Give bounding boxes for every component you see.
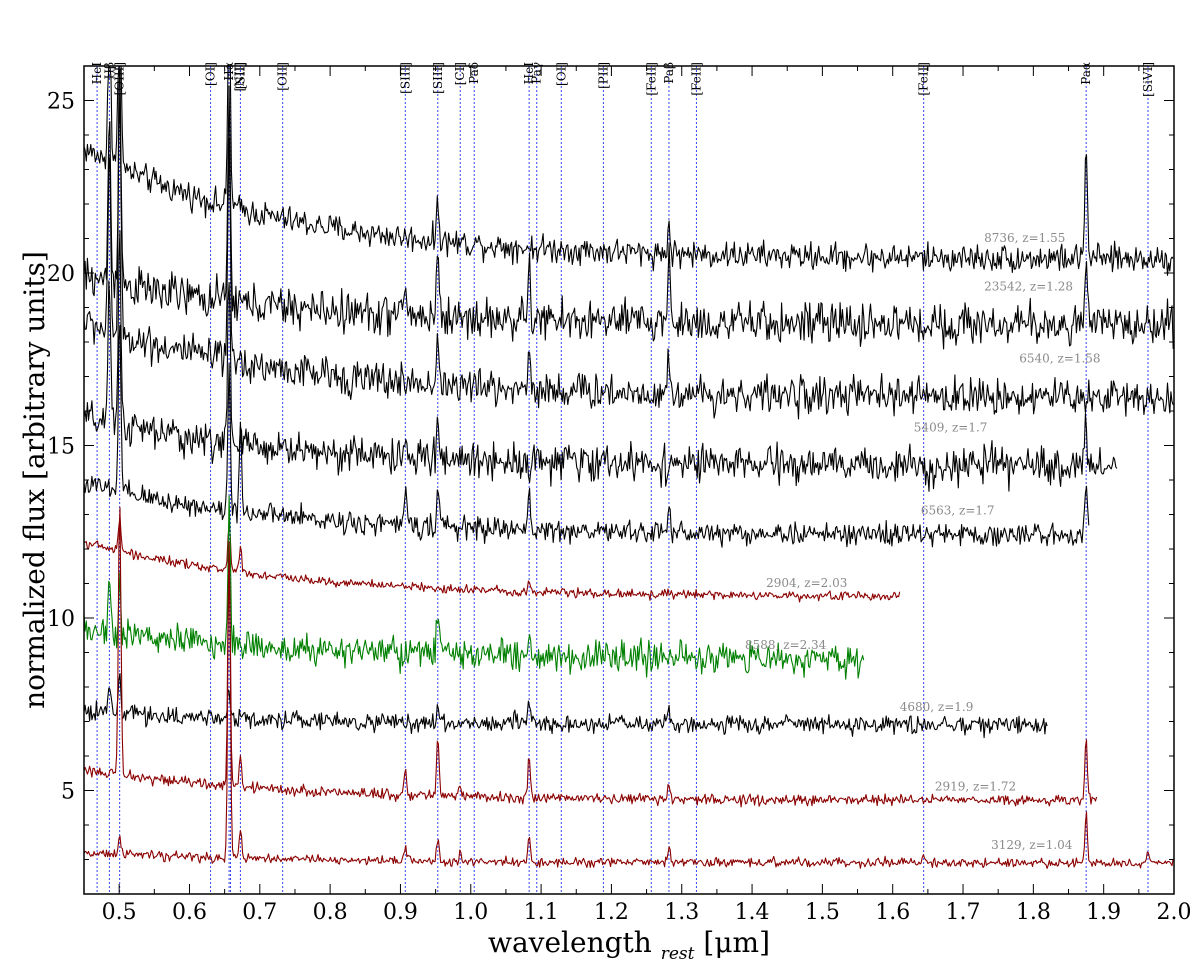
y-tick-label: 10	[47, 607, 75, 632]
emission-line-label: [OI]	[204, 62, 218, 86]
x-tick-label: 1.1	[524, 900, 559, 925]
spectrum-label: 8736, z=1.55	[984, 231, 1065, 245]
x-axis-label: wavelength rest [μm]	[488, 926, 770, 966]
emission-line-label: [SiVI]	[1141, 62, 1155, 97]
spectrum-line	[83, 547, 1174, 869]
x-tick-label: 2.0	[1157, 900, 1192, 925]
spectra-series	[83, 65, 1174, 869]
emission-line-label: [SII]	[233, 62, 247, 89]
x-tick-label: 0.6	[172, 900, 207, 925]
x-tick-label: 1.2	[594, 900, 629, 925]
x-tick-label: 1.8	[1016, 900, 1051, 925]
emission-line-label: [SIII]	[431, 62, 445, 94]
spectrum-line	[83, 65, 1174, 276]
x-tick-label: 1.4	[735, 900, 770, 925]
y-axis-ticks: 5 10 15 20 25	[47, 65, 1174, 895]
emission-line-label: [NII]	[232, 62, 246, 91]
y-tick-label: 25	[47, 90, 75, 115]
x-axis-label-unit: [μm]	[703, 926, 770, 959]
x-axis-ticks: 0.5 0.6 0.7 0.8 0.9 1.0 1.1 1.2 1.3 1.4 1.5 1.6 1.7 1…	[83, 66, 1192, 925]
spectrum-label: 2919, z=1.72	[935, 780, 1016, 794]
spectrum-line	[83, 507, 1098, 808]
spectrum-label: 4680, z=1.9	[900, 700, 974, 714]
emission-line-markers	[96, 66, 1149, 894]
emission-line-label: [SIII]	[398, 62, 412, 94]
spectrum-line	[84, 515, 901, 603]
spectrum-label: 23542, z=1.28	[984, 279, 1073, 293]
spectrum-line	[83, 672, 1048, 739]
x-axis-label-subscript: rest	[661, 944, 695, 964]
emission-line-label: Paα	[1079, 62, 1093, 85]
spectrum-line	[83, 495, 865, 680]
emission-line-label: Paβ	[662, 62, 676, 84]
x-tick-label: 1.3	[664, 900, 699, 925]
y-axis-label: normalized flux [arbitrary units]	[18, 251, 51, 709]
emission-line-label: Paγ	[530, 62, 544, 84]
y-tick-label: 20	[47, 262, 75, 287]
y-tick-label: 15	[47, 435, 75, 460]
spectrum-label: 8588, z=2.34	[745, 638, 827, 652]
emission-line-label: [OII]	[276, 62, 290, 91]
spectrum-line	[83, 68, 1174, 350]
x-tick-label: 1.9	[1086, 900, 1121, 925]
plot-frame	[83, 65, 1175, 895]
emission-line-label: [PII]	[596, 62, 610, 89]
x-tick-label: 0.8	[313, 900, 348, 925]
spectrum-labels: 8736, z=1.55 23542, z=1.28 6540, z=1.58 540…	[745, 231, 1101, 852]
spectrum-label: 6563, z=1.7	[921, 504, 995, 518]
emission-line-label: [FeII]	[689, 62, 703, 96]
spectrum-line	[83, 230, 1118, 492]
emission-line-label: [CI]	[453, 62, 467, 85]
x-tick-label: 1.7	[946, 900, 981, 925]
y-tick-label: 5	[61, 780, 75, 805]
spectrum-label: 3129, z=1.04	[991, 838, 1073, 852]
x-tick-label: 0.5	[102, 900, 137, 925]
emission-line-label: [FeII]	[644, 62, 658, 96]
x-tick-label: 1.6	[875, 900, 910, 925]
x-tick-label: 0.9	[383, 900, 418, 925]
spectrum-label: 2904, z=2.03	[766, 576, 847, 590]
emission-line-label: HeI	[90, 62, 104, 85]
x-tick-label: 0.7	[242, 900, 277, 925]
emission-line-label: [FeII]	[917, 62, 931, 96]
x-tick-label: 1.5	[805, 900, 840, 925]
spectrum-label: 5409, z=1.7	[914, 421, 988, 435]
x-tick-label: 1.0	[453, 900, 488, 925]
emission-line-label: [OI]	[554, 62, 568, 86]
spectrum-line	[83, 324, 1090, 548]
emission-line-label: HeI	[522, 62, 536, 85]
spectrum-line	[83, 92, 1174, 420]
spectrum-label: 6540, z=1.58	[1019, 352, 1100, 366]
x-axis-label-main: wavelength	[488, 926, 652, 959]
